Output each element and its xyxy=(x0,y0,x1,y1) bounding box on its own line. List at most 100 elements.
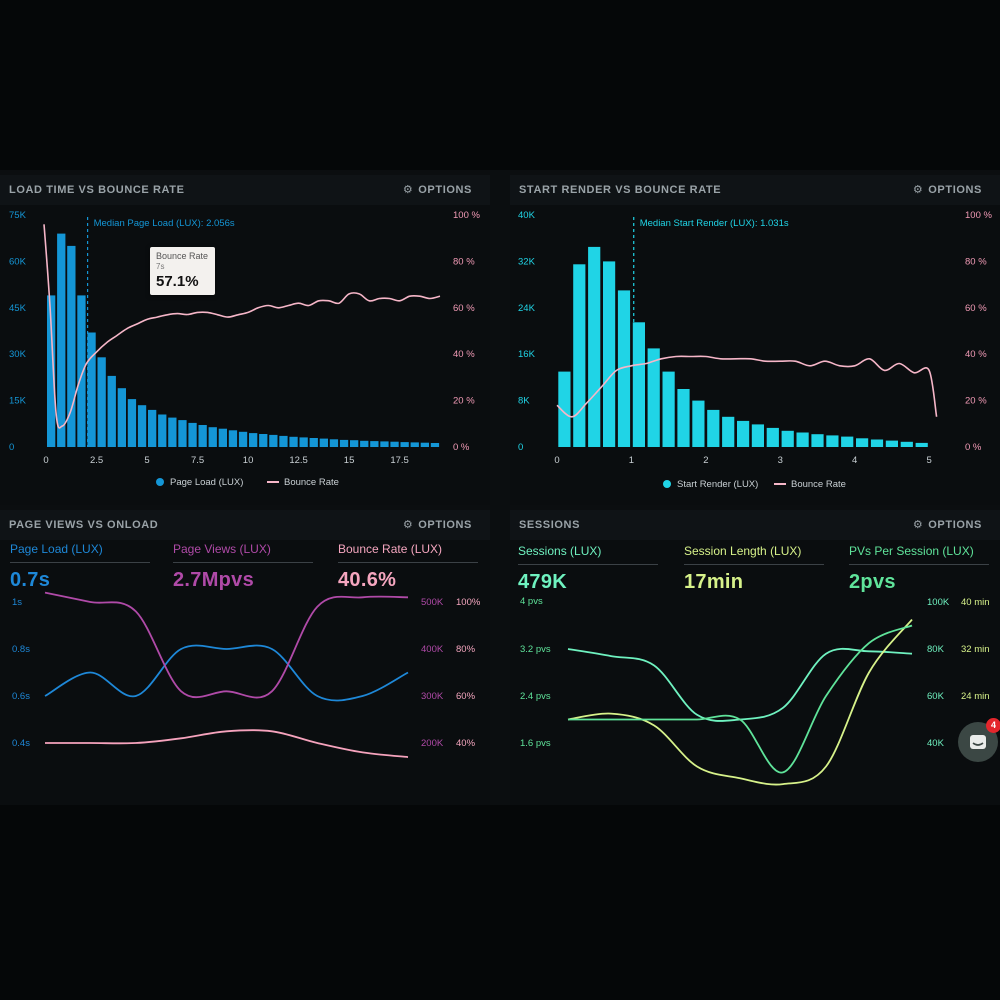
options-button[interactable]: ⚙ OPTIONS xyxy=(402,183,472,197)
options-button[interactable]: ⚙ OPTIONS xyxy=(912,518,982,532)
start-render-panel: START RENDER VS BOUNCE RATE ⚙ OPTIONS 0 8K… xyxy=(510,175,1000,505)
y2-tick-label: 100K xyxy=(927,597,950,608)
bar xyxy=(158,414,167,447)
bounce-rate-line xyxy=(43,224,441,429)
bar xyxy=(360,440,369,447)
bar xyxy=(329,439,339,447)
x-tick-label: 12.5 xyxy=(289,455,308,466)
page-views-chart: 0.4s 0.6s 0.8s 1s 200K 300K 400K 500K 40% 60% 80% 1… xyxy=(12,591,481,758)
y2-tick-label: 80 % xyxy=(965,256,987,267)
bar xyxy=(47,295,56,447)
gear-icon: ⚙ xyxy=(912,184,924,196)
stat-value: 479K xyxy=(518,571,568,593)
stat-divider xyxy=(173,562,313,563)
options-button[interactable]: ⚙ OPTIONS xyxy=(403,518,472,532)
x-tick-label: 0 xyxy=(554,455,559,466)
y-tick-label: 2.4 pvs xyxy=(520,691,551,702)
stat-page-load: Page Load (LUX) 0.7s xyxy=(10,542,150,592)
chat-icon xyxy=(970,735,986,749)
legend-line-label: Bounce Rate xyxy=(284,477,339,488)
bar xyxy=(168,417,177,447)
y2-tick-label: 100 % xyxy=(453,210,480,221)
legend-bar-label: Page Load (LUX) xyxy=(170,477,243,488)
y2-tick-label: 0 % xyxy=(965,442,982,453)
gear-icon: ⚙ xyxy=(912,519,924,531)
options-button[interactable]: ⚙ OPTIONS xyxy=(912,183,982,197)
x-tick-label: 5 xyxy=(144,455,149,466)
bar xyxy=(339,439,349,447)
bar xyxy=(259,434,268,447)
bounce-rate-line xyxy=(556,355,938,418)
bar xyxy=(870,439,884,447)
y-tick-label: 0 xyxy=(9,442,14,453)
bar xyxy=(97,357,106,447)
y2-tick-label: 0 % xyxy=(453,442,470,453)
panel-header: LOAD TIME VS BOUNCE RATE ⚙ OPTIONS xyxy=(0,175,490,205)
y-tick-label: 75K xyxy=(9,210,27,221)
y2-tick-label: 32 min xyxy=(961,644,990,655)
stat-value: 2pvs xyxy=(849,571,896,593)
bar xyxy=(218,428,227,447)
bar xyxy=(781,430,794,447)
stat-bounce-rate: Bounce Rate (LUX) 40.6% xyxy=(338,542,478,592)
y-tick-label: 8K xyxy=(518,396,530,407)
y2-tick-label: 100% xyxy=(456,597,481,608)
y2-tick-label: 40K xyxy=(927,738,945,749)
bar xyxy=(350,440,359,447)
y2-tick-label: 80% xyxy=(456,644,476,655)
panel-title: START RENDER VS BOUNCE RATE xyxy=(519,184,722,196)
y-tick-label: 4 pvs xyxy=(520,596,543,607)
bounce-rate-tooltip: Bounce Rate 7s 57.1% xyxy=(150,247,216,295)
bar xyxy=(420,442,429,447)
y-tick-label: 30K xyxy=(9,349,27,360)
panel-header: START RENDER VS BOUNCE RATE ⚙ OPTIONS xyxy=(510,175,1000,205)
x-tick-label: 3 xyxy=(778,455,783,466)
panel-header: PAGE VIEWS VS ONLOAD ⚙ OPTIONS xyxy=(0,510,490,540)
bar xyxy=(299,437,308,447)
sessions-chart: 1.6 pvs 2.4 pvs 3.2 pvs 4 pvs 40K 60K 80K 100K 2… xyxy=(520,596,990,786)
x-tick-label: 10 xyxy=(243,455,254,466)
y2-tick-label: 40% xyxy=(456,738,476,749)
bar xyxy=(811,434,824,447)
bar xyxy=(751,424,764,447)
bar xyxy=(573,264,586,447)
gear-icon: ⚙ xyxy=(402,184,414,196)
series-line xyxy=(45,729,409,758)
y-tick-label: 0.8s xyxy=(12,644,30,655)
notification-badge: 4 xyxy=(986,718,1000,733)
y2-tick-label: 80K xyxy=(927,644,945,655)
y-tick-label: 0 xyxy=(518,442,523,453)
x-tick-label: 17.5 xyxy=(390,455,409,466)
legend-bar-swatch xyxy=(663,480,671,488)
y-tick-label: 60K xyxy=(9,256,27,267)
y2-tick-label: 20 % xyxy=(965,396,987,407)
bar xyxy=(707,409,720,447)
bar xyxy=(137,405,147,447)
tooltip-value: 57.1% xyxy=(156,273,199,290)
dashboard-screen: LOAD TIME VS BOUNCE RATE ⚙ OPTIONS 0 15K 30… xyxy=(0,170,1000,805)
y2-tick-label: 100 % xyxy=(965,210,992,221)
bar xyxy=(841,436,854,447)
y-tick-label: 1.6 pvs xyxy=(520,738,551,749)
bar xyxy=(228,430,238,447)
bar xyxy=(766,427,779,447)
sessions-panel: SESSIONS ⚙ OPTIONS Sessions (LUX) 479K Se… xyxy=(510,510,1000,805)
y-tick-label: 40K xyxy=(518,210,536,221)
stat-value: 0.7s xyxy=(10,569,51,591)
bar xyxy=(208,427,217,447)
y2-tick-label: 20 % xyxy=(453,396,475,407)
y-tick-label: 0.6s xyxy=(12,691,30,702)
panel-header: SESSIONS ⚙ OPTIONS xyxy=(510,510,1000,540)
bar xyxy=(198,425,207,447)
bar xyxy=(737,420,750,447)
stat-value: 40.6% xyxy=(338,569,397,591)
y-tick-label: 32K xyxy=(518,256,536,267)
median-label: Median Start Render (LUX): 1.031s xyxy=(640,218,789,229)
bar xyxy=(380,441,389,447)
bar xyxy=(67,245,76,447)
legend-bar-swatch xyxy=(156,478,164,486)
bar xyxy=(796,432,809,447)
bar xyxy=(77,295,86,447)
y2-tick-label: 60% xyxy=(456,691,476,702)
bar xyxy=(692,400,705,447)
